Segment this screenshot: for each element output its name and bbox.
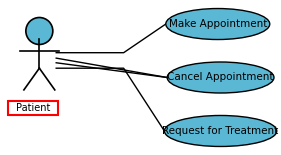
Ellipse shape — [26, 18, 53, 44]
Ellipse shape — [167, 62, 274, 93]
FancyBboxPatch shape — [8, 101, 58, 115]
Text: Make Appointment: Make Appointment — [169, 19, 267, 29]
Ellipse shape — [164, 115, 277, 146]
Text: Patient: Patient — [16, 103, 50, 113]
Text: Cancel Appointment: Cancel Appointment — [167, 73, 274, 82]
Text: Request for Treatment: Request for Treatment — [162, 126, 279, 136]
Ellipse shape — [166, 9, 270, 40]
